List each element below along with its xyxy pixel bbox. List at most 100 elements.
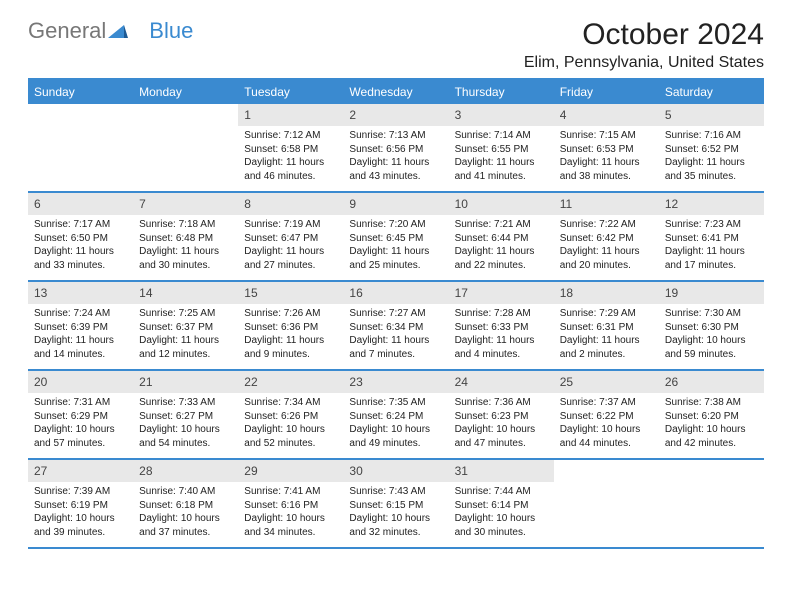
daylight-label-1: Daylight: 10 hours — [244, 512, 337, 526]
sunset-label: Sunset: 6:20 PM — [665, 410, 758, 424]
calendar-day-cell: 30Sunrise: 7:43 AMSunset: 6:15 PMDayligh… — [343, 459, 448, 548]
day-body: Sunrise: 7:16 AMSunset: 6:52 PMDaylight:… — [659, 126, 764, 191]
daylight-label-1: Daylight: 11 hours — [665, 245, 758, 259]
day-body: Sunrise: 7:44 AMSunset: 6:14 PMDaylight:… — [449, 482, 554, 547]
header: General Blue October 2024 Elim, Pennsylv… — [28, 18, 764, 72]
day-body: Sunrise: 7:43 AMSunset: 6:15 PMDaylight:… — [343, 482, 448, 547]
day-number: 8 — [238, 193, 343, 215]
daylight-label-1: Daylight: 10 hours — [139, 512, 232, 526]
day-number: 31 — [449, 460, 554, 482]
calendar-week: 6Sunrise: 7:17 AMSunset: 6:50 PMDaylight… — [28, 192, 764, 281]
sunrise-label: Sunrise: 7:36 AM — [455, 396, 548, 410]
sunrise-label: Sunrise: 7:26 AM — [244, 307, 337, 321]
daylight-label-1: Daylight: 10 hours — [244, 423, 337, 437]
daylight-label-1: Daylight: 10 hours — [349, 512, 442, 526]
day-number: 1 — [238, 104, 343, 126]
daylight-label-2: and 22 minutes. — [455, 259, 548, 273]
sunrise-label: Sunrise: 7:13 AM — [349, 129, 442, 143]
daylight-label-2: and 35 minutes. — [665, 170, 758, 184]
day-number: 9 — [343, 193, 448, 215]
day-body: Sunrise: 7:31 AMSunset: 6:29 PMDaylight:… — [28, 393, 133, 458]
sunrise-label: Sunrise: 7:14 AM — [455, 129, 548, 143]
sunset-label: Sunset: 6:36 PM — [244, 321, 337, 335]
daylight-label-2: and 54 minutes. — [139, 437, 232, 451]
daylight-label-1: Daylight: 10 hours — [34, 423, 127, 437]
daylight-label-2: and 43 minutes. — [349, 170, 442, 184]
sunrise-label: Sunrise: 7:17 AM — [34, 218, 127, 232]
day-number: 29 — [238, 460, 343, 482]
day-body: Sunrise: 7:17 AMSunset: 6:50 PMDaylight:… — [28, 215, 133, 280]
calendar-week: 13Sunrise: 7:24 AMSunset: 6:39 PMDayligh… — [28, 281, 764, 370]
sunset-label: Sunset: 6:56 PM — [349, 143, 442, 157]
day-number: 11 — [554, 193, 659, 215]
daylight-label-2: and 14 minutes. — [34, 348, 127, 362]
daylight-label-1: Daylight: 11 hours — [349, 245, 442, 259]
sunset-label: Sunset: 6:53 PM — [560, 143, 653, 157]
daylight-label-2: and 34 minutes. — [244, 526, 337, 540]
daylight-label-2: and 32 minutes. — [349, 526, 442, 540]
calendar-day-cell: 29Sunrise: 7:41 AMSunset: 6:16 PMDayligh… — [238, 459, 343, 548]
sunrise-label: Sunrise: 7:39 AM — [34, 485, 127, 499]
sunset-label: Sunset: 6:44 PM — [455, 232, 548, 246]
daylight-label-2: and 49 minutes. — [349, 437, 442, 451]
day-body: Sunrise: 7:22 AMSunset: 6:42 PMDaylight:… — [554, 215, 659, 280]
sunset-label: Sunset: 6:45 PM — [349, 232, 442, 246]
daylight-label-1: Daylight: 11 hours — [455, 334, 548, 348]
sunrise-label: Sunrise: 7:33 AM — [139, 396, 232, 410]
daylight-label-2: and 44 minutes. — [560, 437, 653, 451]
calendar-day-cell: 19Sunrise: 7:30 AMSunset: 6:30 PMDayligh… — [659, 281, 764, 370]
daylight-label-1: Daylight: 10 hours — [139, 423, 232, 437]
calendar-day-cell: 21Sunrise: 7:33 AMSunset: 6:27 PMDayligh… — [133, 370, 238, 459]
calendar-day-cell: 7Sunrise: 7:18 AMSunset: 6:48 PMDaylight… — [133, 192, 238, 281]
weekday-header: Monday — [133, 79, 238, 104]
day-number: 10 — [449, 193, 554, 215]
sunrise-label: Sunrise: 7:18 AM — [139, 218, 232, 232]
sunrise-label: Sunrise: 7:20 AM — [349, 218, 442, 232]
calendar-day-cell: · — [554, 459, 659, 548]
calendar-day-cell: 18Sunrise: 7:29 AMSunset: 6:31 PMDayligh… — [554, 281, 659, 370]
daylight-label-2: and 39 minutes. — [34, 526, 127, 540]
logo-text-1: General — [28, 18, 106, 44]
calendar-week: ··1Sunrise: 7:12 AMSunset: 6:58 PMDaylig… — [28, 104, 764, 192]
calendar-day-cell: 22Sunrise: 7:34 AMSunset: 6:26 PMDayligh… — [238, 370, 343, 459]
day-body: Sunrise: 7:15 AMSunset: 6:53 PMDaylight:… — [554, 126, 659, 191]
day-body: Sunrise: 7:21 AMSunset: 6:44 PMDaylight:… — [449, 215, 554, 280]
day-number: 7 — [133, 193, 238, 215]
sunset-label: Sunset: 6:41 PM — [665, 232, 758, 246]
location-label: Elim, Pennsylvania, United States — [524, 54, 764, 72]
calendar-day-cell: 24Sunrise: 7:36 AMSunset: 6:23 PMDayligh… — [449, 370, 554, 459]
daylight-label-1: Daylight: 10 hours — [665, 423, 758, 437]
sunrise-label: Sunrise: 7:44 AM — [455, 485, 548, 499]
calendar-day-cell: 5Sunrise: 7:16 AMSunset: 6:52 PMDaylight… — [659, 104, 764, 192]
calendar-day-cell: 10Sunrise: 7:21 AMSunset: 6:44 PMDayligh… — [449, 192, 554, 281]
calendar-day-cell: 8Sunrise: 7:19 AMSunset: 6:47 PMDaylight… — [238, 192, 343, 281]
daylight-label-1: Daylight: 11 hours — [139, 245, 232, 259]
calendar-day-cell: 17Sunrise: 7:28 AMSunset: 6:33 PMDayligh… — [449, 281, 554, 370]
weekday-header: Thursday — [449, 79, 554, 104]
daylight-label-2: and 38 minutes. — [560, 170, 653, 184]
sunset-label: Sunset: 6:14 PM — [455, 499, 548, 513]
calendar-table: SundayMondayTuesdayWednesdayThursdayFrid… — [28, 78, 764, 549]
day-body: Sunrise: 7:20 AMSunset: 6:45 PMDaylight:… — [343, 215, 448, 280]
sunrise-label: Sunrise: 7:43 AM — [349, 485, 442, 499]
day-body: Sunrise: 7:13 AMSunset: 6:56 PMDaylight:… — [343, 126, 448, 191]
day-number: 16 — [343, 282, 448, 304]
page-title: October 2024 — [524, 18, 764, 52]
calendar-day-cell: 1Sunrise: 7:12 AMSunset: 6:58 PMDaylight… — [238, 104, 343, 192]
daylight-label-1: Daylight: 11 hours — [244, 334, 337, 348]
daylight-label-1: Daylight: 11 hours — [349, 156, 442, 170]
sunset-label: Sunset: 6:18 PM — [139, 499, 232, 513]
calendar-day-cell: 23Sunrise: 7:35 AMSunset: 6:24 PMDayligh… — [343, 370, 448, 459]
logo: General Blue — [28, 18, 193, 44]
sunrise-label: Sunrise: 7:24 AM — [34, 307, 127, 321]
daylight-label-2: and 57 minutes. — [34, 437, 127, 451]
daylight-label-1: Daylight: 11 hours — [349, 334, 442, 348]
calendar-day-cell: · — [28, 104, 133, 192]
sunrise-label: Sunrise: 7:37 AM — [560, 396, 653, 410]
day-body: Sunrise: 7:39 AMSunset: 6:19 PMDaylight:… — [28, 482, 133, 547]
calendar-day-cell: 11Sunrise: 7:22 AMSunset: 6:42 PMDayligh… — [554, 192, 659, 281]
daylight-label-1: Daylight: 11 hours — [34, 245, 127, 259]
day-body: Sunrise: 7:41 AMSunset: 6:16 PMDaylight:… — [238, 482, 343, 547]
day-number: 17 — [449, 282, 554, 304]
calendar-day-cell: 6Sunrise: 7:17 AMSunset: 6:50 PMDaylight… — [28, 192, 133, 281]
